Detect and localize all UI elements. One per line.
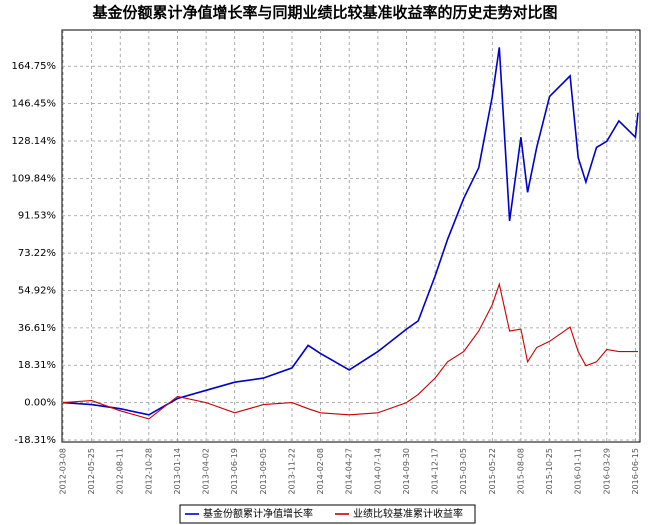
chart-title: 基金份额累计净值增长率与同期业绩比较基准收益率的历史走势对比图 (91, 4, 557, 22)
x-tick-label: 2014-02-08 (316, 448, 325, 495)
x-tick-label: 2012-08-11 (116, 448, 125, 495)
x-tick-label: 2013-09-05 (259, 448, 268, 495)
y-tick-label: 54.92% (18, 285, 56, 296)
y-tick-label: 146.45% (12, 99, 57, 110)
x-tick-label: 2015-05-22 (488, 448, 497, 495)
x-tick-label: 2013-11-22 (287, 448, 296, 495)
x-tick-label: 2014-07-14 (373, 448, 382, 495)
x-tick-label: 2014-09-30 (402, 448, 411, 495)
legend-label: 基金份额累计净值增长率 (203, 507, 313, 520)
x-tick-label: 2016-06-15 (631, 448, 640, 495)
x-tick-label: 2014-04-27 (345, 448, 354, 495)
series-line (62, 47, 639, 416)
y-tick-label: 0.00% (24, 398, 56, 409)
series-line (62, 282, 638, 420)
plot-frame (61, 29, 641, 443)
x-tick-label: 2012-10-28 (144, 448, 153, 495)
legend (179, 504, 476, 524)
y-tick-label: 109.84% (12, 173, 57, 184)
x-tick-label: 2016-03-29 (602, 448, 611, 495)
x-tick-label: 2015-08-08 (516, 448, 525, 495)
y-tick-label: -18.31% (14, 435, 56, 446)
x-tick-label: 2013-01-14 (173, 448, 182, 495)
y-tick-label: 36.61% (18, 323, 56, 334)
y-tick-label: 128.14% (12, 136, 57, 147)
y-tick-label: 18.31% (18, 360, 56, 371)
legend-label: 业绩比较基准累计收益率 (353, 507, 463, 520)
x-tick-label: 2012-05-25 (87, 448, 96, 495)
y-tick-label: 91.53% (18, 211, 56, 222)
x-tick-label: 2016-01-11 (574, 448, 583, 495)
x-tick-label: 2013-06-19 (230, 448, 239, 495)
x-tick-label: 2015-10-25 (545, 448, 554, 495)
y-tick-label: 73.22% (18, 248, 56, 259)
x-tick-label: 2015-03-05 (459, 448, 468, 495)
x-tick-label: 2013-04-02 (202, 448, 211, 495)
x-tick-label: 2012-03-08 (59, 448, 68, 495)
x-tick-label: 2014-12-17 (431, 448, 440, 495)
y-tick-label: 164.75% (12, 61, 57, 72)
